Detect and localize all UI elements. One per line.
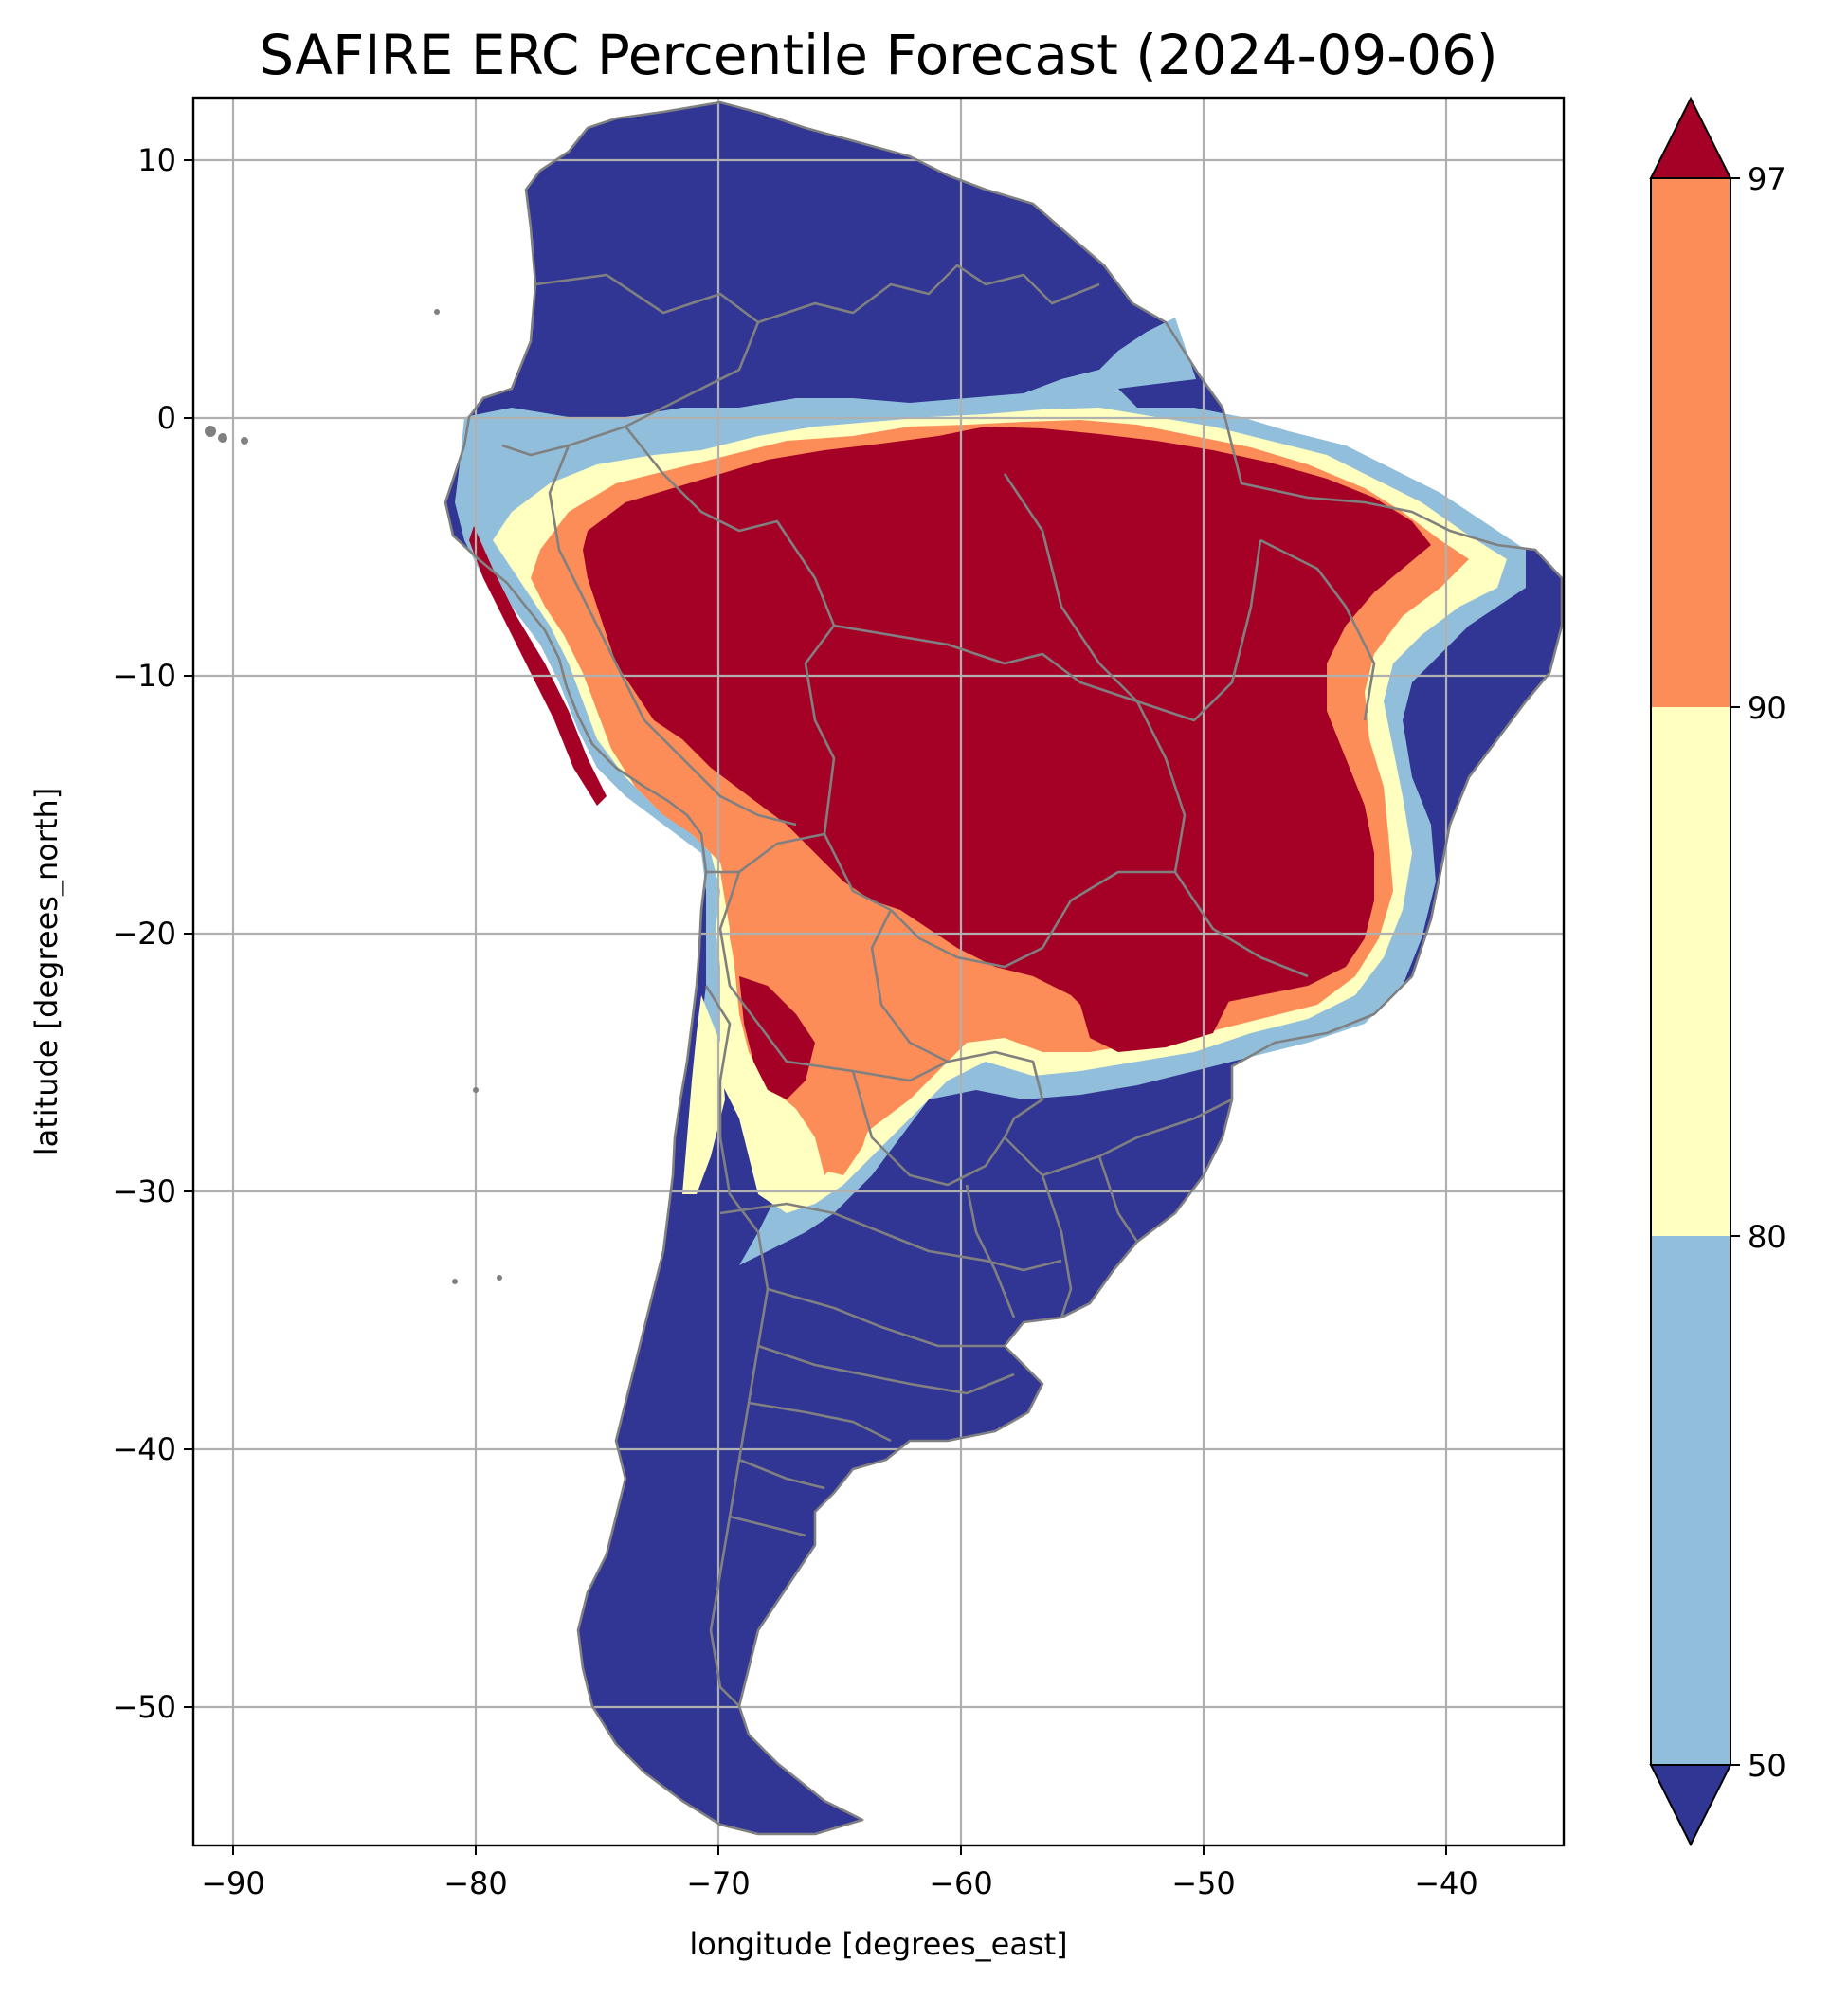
- border-line: [851, 1070, 1006, 1187]
- coastline: [444, 100, 1564, 1836]
- y-tick-label: 0: [157, 400, 176, 436]
- zone-above-97: [583, 427, 1431, 1038]
- border-line: [729, 1515, 806, 1537]
- island: [473, 1087, 479, 1093]
- y-tick-label: −10: [112, 658, 176, 694]
- plot-frame: [191, 96, 1566, 1847]
- zone-above-97-south: [739, 976, 815, 1099]
- colorbar-tick-label: 80: [1748, 1219, 1786, 1255]
- colorbar-extend-max: [1649, 96, 1732, 179]
- border-line: [643, 719, 797, 827]
- border-line: [870, 909, 1044, 1138]
- border-line: [1003, 473, 1138, 702]
- border-line: [833, 539, 1262, 722]
- colorbar-band-90-97: [1651, 178, 1730, 707]
- border-line: [890, 870, 1175, 969]
- y-axis: 10 0 −10 −20 −30 −40 −50 latitude [degre…: [28, 142, 193, 1725]
- colorbar-frame: [1650, 177, 1731, 1766]
- island: [434, 309, 440, 315]
- border-line: [965, 1184, 1016, 1318]
- x-tick-label: −80: [444, 1865, 508, 1901]
- border-line: [718, 832, 949, 1082]
- border-line: [548, 445, 646, 721]
- x-axis: −90 −80 −70 −60 −50 −40 longitude [degre…: [201, 1845, 1478, 1962]
- zone-90-97-south: [720, 872, 957, 1175]
- border-line: [501, 273, 760, 457]
- zone-above-97-peru: [469, 526, 607, 806]
- colorbar-tick-label: 90: [1748, 690, 1786, 726]
- x-tick-label: −50: [1171, 1865, 1236, 1901]
- y-tick-label: −30: [112, 1173, 176, 1209]
- border-line: [767, 1287, 1005, 1348]
- colorbar: 97 90 80 50: [1649, 96, 1786, 1847]
- border-line: [1259, 538, 1376, 721]
- islands: [205, 309, 502, 1284]
- colorbar-extend-min: [1649, 1764, 1732, 1847]
- border-line: [1004, 1136, 1073, 1318]
- y-axis-label: latitude [degrees_north]: [28, 788, 64, 1156]
- colorbar-band-80-90: [1651, 707, 1730, 1236]
- x-tick-label: −70: [686, 1865, 751, 1901]
- colorbar-tick-label: 50: [1748, 1748, 1786, 1784]
- grid: [193, 98, 1564, 1845]
- x-tick-label: −90: [201, 1865, 265, 1901]
- x-tick-label: −40: [1414, 1865, 1478, 1901]
- border-line: [757, 264, 1100, 324]
- border-line: [719, 1202, 1062, 1272]
- island: [452, 1279, 458, 1284]
- y-tick-label: −50: [112, 1689, 176, 1725]
- island: [205, 426, 216, 437]
- border-line: [757, 1344, 1015, 1395]
- chart-title: SAFIRE ERC Percentile Forecast (2024-09-…: [259, 23, 1497, 87]
- y-tick-label: −20: [112, 916, 176, 952]
- x-axis-label: longitude [degrees_east]: [689, 1926, 1067, 1962]
- island: [497, 1275, 502, 1281]
- y-tick-label: 10: [137, 142, 176, 178]
- border-line: [738, 1458, 825, 1490]
- border-line: [1042, 1098, 1233, 1177]
- island: [241, 437, 248, 445]
- island: [218, 433, 227, 443]
- plot-area: [191, 96, 1566, 1847]
- y-tick-label: −40: [112, 1431, 176, 1467]
- zone-80-90-chile: [682, 995, 725, 1194]
- colorbar-band-50-80: [1651, 1236, 1730, 1765]
- colorbar-tick-label: 97: [1748, 161, 1786, 197]
- border-line: [1097, 1155, 1139, 1243]
- x-tick-label: −60: [929, 1865, 993, 1901]
- border-line: [748, 1401, 892, 1443]
- zone-above-97-south2: [1080, 995, 1232, 1052]
- political-borders: [444, 100, 1564, 1836]
